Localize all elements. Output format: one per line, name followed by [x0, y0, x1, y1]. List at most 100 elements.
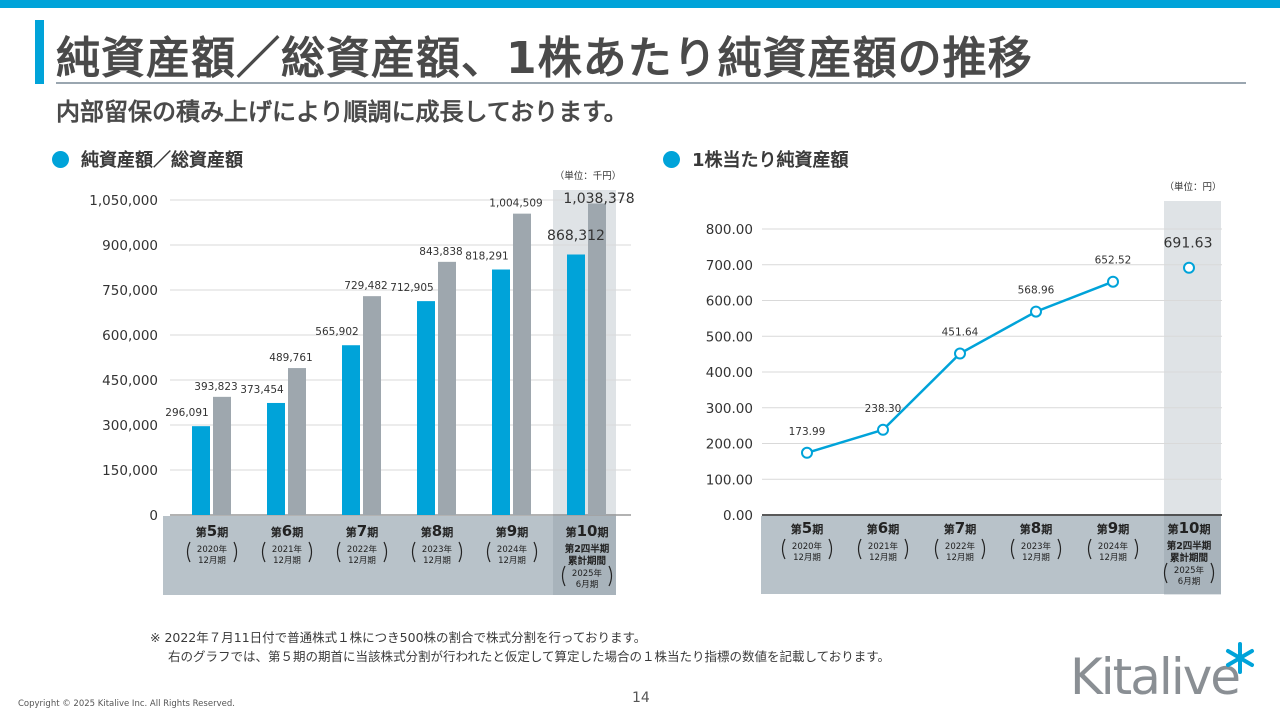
data-label-net-assets: 296,091	[165, 407, 208, 419]
bullet-dot-icon	[52, 151, 69, 168]
paren-right-icon	[308, 541, 313, 563]
bps-line	[806, 280, 1114, 454]
y-tick-label: 300.00	[706, 401, 753, 417]
y-tick-label: 100.00	[706, 472, 753, 488]
page-title: 純資産額／総資産額、1株あたり純資産額の推移	[56, 33, 1033, 84]
period-month: 12月期	[273, 556, 301, 566]
bar-net-assets	[192, 426, 210, 515]
paren-left-icon	[781, 538, 786, 560]
period-label: 第6期	[867, 519, 899, 537]
period-month: 12月期	[198, 556, 226, 566]
bar-net-assets	[567, 254, 585, 515]
period-month: 12月期	[498, 556, 526, 566]
period-label: 第5期	[196, 522, 228, 540]
y-tick-label: 200.00	[706, 437, 753, 453]
bps-data-label: 173.99	[789, 426, 826, 438]
data-label-total-assets: 1,004,509	[489, 198, 542, 210]
data-label-net-assets: 818,291	[465, 251, 508, 263]
bps-data-label: 568.96	[1018, 285, 1055, 297]
logo-asterisk-icon	[1226, 642, 1254, 674]
bar-net-assets	[492, 269, 510, 515]
paren-left-icon	[336, 541, 341, 563]
y-tick-label: 750,000	[102, 283, 158, 299]
data-label-total-assets: 489,761	[269, 352, 312, 364]
title-accent-bar	[35, 20, 44, 84]
bar-total-assets	[288, 368, 306, 515]
y-tick-label: 400.00	[706, 365, 753, 381]
title-divider	[56, 82, 1246, 84]
period-year: 2021年	[868, 541, 899, 552]
period-year: 2025年	[572, 568, 603, 579]
page-subtitle: 内部留保の積み上げにより順調に成長しております。	[56, 98, 628, 126]
period-month: 12月期	[1022, 553, 1050, 563]
period-year: 2022年	[945, 541, 976, 552]
copyright: Copyright © 2025 Kitalive Inc. All Right…	[18, 699, 235, 709]
right-unit-label: （単位：円）	[1164, 181, 1221, 193]
period-year: 2025年	[1174, 565, 1205, 576]
period-label: 第5期	[791, 519, 823, 537]
period-month: 12月期	[946, 553, 974, 563]
bps-point	[1183, 261, 1195, 274]
bullet-dot-icon	[663, 151, 680, 168]
period-label: 第7期	[944, 519, 976, 537]
bar-total-assets	[588, 203, 606, 515]
bps-point	[877, 423, 889, 436]
paren-right-icon	[458, 541, 463, 563]
data-label-net-assets: 712,905	[390, 282, 433, 294]
paren-right-icon	[1210, 562, 1215, 584]
kitalive-logo: Kitalive	[1070, 640, 1260, 706]
period-label: 第8期	[1020, 519, 1052, 537]
top-accent-bar	[0, 0, 1280, 8]
y-tick-label: 600,000	[102, 328, 158, 344]
bps-point	[954, 347, 966, 360]
period-sublabel: 累計期間	[568, 555, 606, 567]
data-label-total-assets: 729,482	[344, 280, 387, 292]
period-month: 6月期	[576, 580, 598, 590]
paren-left-icon	[261, 541, 266, 563]
paren-right-icon	[233, 541, 238, 563]
right-chart-heading-text: 1株当たり純資産額	[692, 150, 849, 171]
bar-total-assets	[513, 213, 531, 516]
period-sublabel: 第2四半期	[565, 543, 610, 555]
y-tick-label: 800.00	[706, 222, 753, 238]
period-year: 2021年	[272, 544, 303, 555]
paren-left-icon	[411, 541, 416, 563]
period-year: 2023年	[1021, 541, 1052, 552]
paren-right-icon	[1057, 538, 1062, 560]
data-label-net-assets: 868,312	[547, 228, 605, 244]
period-year: 2024年	[497, 544, 528, 555]
y-tick-label: 0.00	[723, 508, 753, 524]
bar-net-assets	[417, 301, 435, 515]
y-tick-label: 500.00	[706, 329, 753, 345]
period-sublabel: 第2四半期	[1167, 540, 1212, 552]
data-label-net-assets: 373,454	[240, 384, 284, 396]
paren-left-icon	[486, 541, 491, 563]
period-label: 第6期	[271, 522, 303, 540]
bps-data-label: 691.63	[1164, 236, 1213, 252]
y-tick-label: 700.00	[706, 258, 753, 274]
period-month: 12月期	[348, 556, 376, 566]
bps-data-label: 451.64	[942, 327, 979, 339]
footnote: ※ 2022年７月11日付で普通株式１株につき500株の割合で株式分割を行ってお…	[150, 628, 890, 666]
period-year: 2022年	[347, 544, 378, 555]
y-tick-label: 600.00	[706, 294, 753, 310]
period-month: 12月期	[869, 553, 897, 563]
paren-left-icon	[1163, 562, 1168, 584]
logo-text: Kitalive	[1070, 648, 1239, 706]
period-year: 2024年	[1098, 541, 1129, 552]
bar-net-assets	[267, 402, 285, 515]
paren-left-icon	[1010, 538, 1015, 560]
bps-point	[1107, 275, 1119, 288]
y-tick-label: 150,000	[102, 463, 158, 479]
footnote-line-1: ※ 2022年７月11日付で普通株式１株につき500株の割合で株式分割を行ってお…	[150, 630, 647, 645]
period-label: 第7期	[346, 522, 378, 540]
right-chart-heading: 1株当たり純資産額	[663, 146, 849, 172]
paren-right-icon	[828, 538, 833, 560]
period-label: 第8期	[421, 522, 453, 540]
period-month: 12月期	[423, 556, 451, 566]
period-sublabel: 累計期間	[1170, 552, 1208, 564]
paren-right-icon	[981, 538, 986, 560]
bar-total-assets	[438, 261, 456, 515]
period-month: 12月期	[1099, 553, 1127, 563]
